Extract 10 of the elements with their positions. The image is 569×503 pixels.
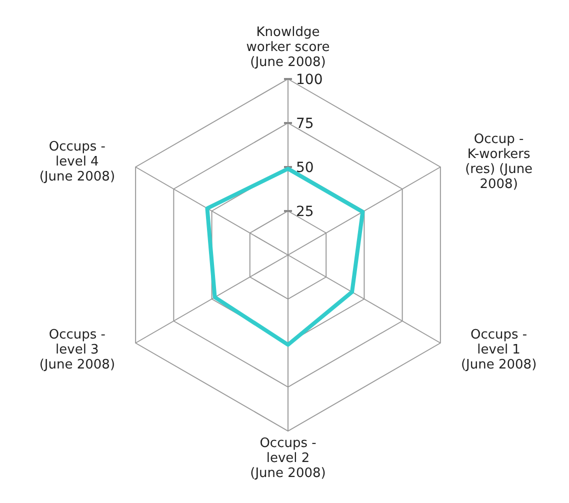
spoke-label: Occups - level 4 (June 2008): [39, 140, 116, 184]
y-tick-label: 100: [296, 72, 323, 88]
y-tick-label: 25: [296, 204, 314, 220]
spoke-label: Occups - level 1 (June 2008): [460, 328, 537, 372]
y-tick-label: 50: [296, 160, 314, 176]
spoke-label: Knowldge worker score (June 2008): [246, 25, 330, 70]
spoke-label: Occups - level 3 (June 2008): [39, 328, 116, 372]
y-tick-label: 75: [296, 116, 314, 132]
spoke-label: Occup - K-workers (res) (June 2008): [465, 132, 533, 192]
spoke-label: Occups - level 2 (June 2008): [250, 436, 326, 481]
